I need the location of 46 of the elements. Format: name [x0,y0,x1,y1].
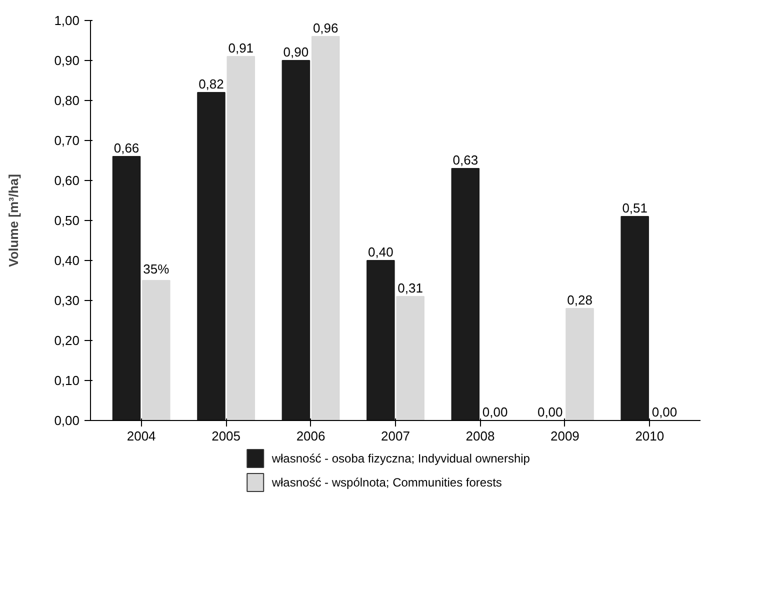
y-tick-label: 1,00 [54,13,80,28]
data-label: 0,40 [368,244,394,260]
data-label: 0,31 [398,280,423,296]
bar [311,36,340,420]
bar [366,260,395,420]
y-tick-label: 0,10 [54,373,80,388]
x-tick-label: 2005 [212,428,241,444]
bar [112,156,141,420]
data-label: 0,28 [567,292,592,308]
data-label: 0,00 [537,404,563,420]
y-tick-label: 0,20 [54,333,80,348]
y-tick-label: 0,70 [54,133,80,148]
data-label: 0,91 [228,40,254,56]
data-label: 35% [143,262,170,276]
x-tick-label: 2006 [296,428,326,444]
data-label: 0,51 [622,200,648,216]
data-label: 0,96 [312,20,338,36]
data-label: 0,90 [283,44,309,60]
bar [566,308,594,420]
x-tick-label: 2008 [466,428,495,444]
x-tick-label: 2009 [550,428,580,444]
bar [396,296,424,420]
y-tick-label: 0,60 [54,173,80,188]
data-label: 0,00 [652,404,678,420]
y-tick-label: 0,80 [54,93,80,108]
data-label: 0,66 [114,140,140,156]
x-tick-label: 2010 [635,428,664,444]
data-label: 0,63 [452,152,478,168]
data-label: 0,00 [482,404,508,420]
bar [620,216,649,420]
y-tick-label: 0,00 [54,413,80,428]
bar [451,168,480,420]
y-tick-label: 0,30 [54,293,80,308]
bar [197,92,226,420]
bar [226,56,256,420]
data-label: 0,82 [198,76,224,92]
y-tick-label: 0,90 [54,53,80,68]
bar [282,60,310,420]
legend-label: własność - wspólnota; Communities forests [270,476,502,490]
y-tick-label: 0,50 [54,213,80,228]
y-axis-title: Volume [m³/ha] [6,174,22,267]
bar [142,280,170,420]
x-tick-label: 2004 [126,428,156,444]
y-tick-label: 0,40 [54,253,80,268]
x-tick-label: 2007 [381,428,410,444]
legend-label: własność - osoba fizyczna; Indyvidual ownership [270,452,530,466]
